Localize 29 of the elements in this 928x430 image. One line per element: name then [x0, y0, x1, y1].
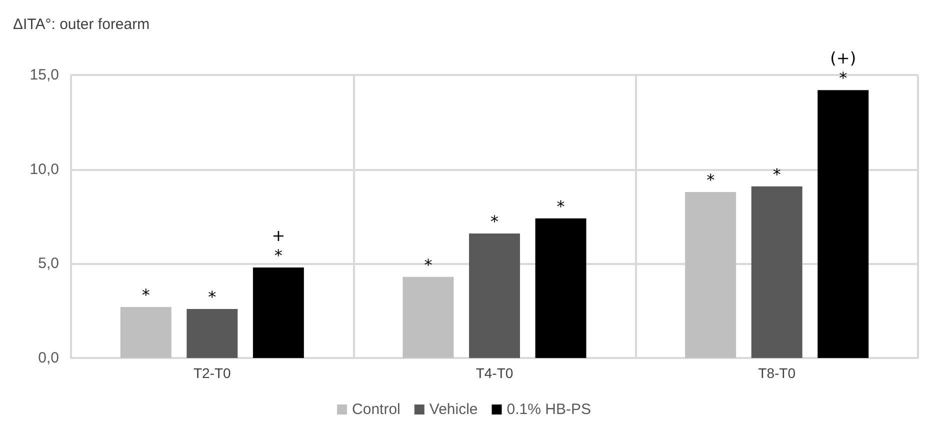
- bar: [402, 276, 454, 358]
- bar: [252, 267, 304, 358]
- bar: [120, 307, 172, 358]
- bar: [535, 218, 586, 358]
- legend-label: 0.1% HB-PS: [506, 401, 591, 418]
- data-label: *: [556, 196, 565, 216]
- data-label: *: [208, 287, 216, 306]
- data-label: (+) *: [830, 48, 856, 88]
- legend-label: Control: [352, 401, 400, 418]
- data-label: *: [706, 170, 715, 190]
- x-tick-label: T2-T0: [193, 365, 232, 381]
- x-tick-label: T4-T0: [476, 365, 514, 381]
- data-label: *: [772, 164, 781, 184]
- bar: [751, 186, 802, 358]
- chart-title: ΔITA°: outer forearm: [13, 16, 150, 33]
- legend-label: Vehicle: [429, 401, 478, 418]
- bar: [685, 192, 736, 358]
- y-tick-label: 15,0: [30, 66, 59, 84]
- bar: [469, 233, 520, 358]
- bar: [818, 90, 869, 358]
- x-tick-label: T8-T0: [758, 365, 796, 381]
- y-tick-label: 0,0: [38, 350, 59, 366]
- bar: [186, 308, 238, 358]
- y-tick-label: 5,0: [38, 255, 59, 272]
- data-label: *: [490, 212, 498, 231]
- data-label: *: [424, 255, 432, 274]
- data-label: *: [142, 286, 150, 305]
- y-tick-label: 10,0: [30, 160, 59, 178]
- data-label: + *: [272, 226, 286, 265]
